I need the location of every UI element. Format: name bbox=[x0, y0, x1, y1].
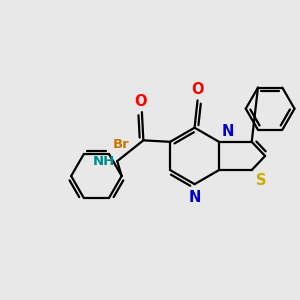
Text: O: O bbox=[134, 94, 147, 109]
Text: N: N bbox=[221, 124, 234, 140]
Text: Br: Br bbox=[112, 138, 129, 151]
Text: O: O bbox=[191, 82, 204, 98]
Text: NH: NH bbox=[93, 154, 115, 168]
Text: S: S bbox=[256, 173, 267, 188]
Text: N: N bbox=[188, 190, 201, 205]
